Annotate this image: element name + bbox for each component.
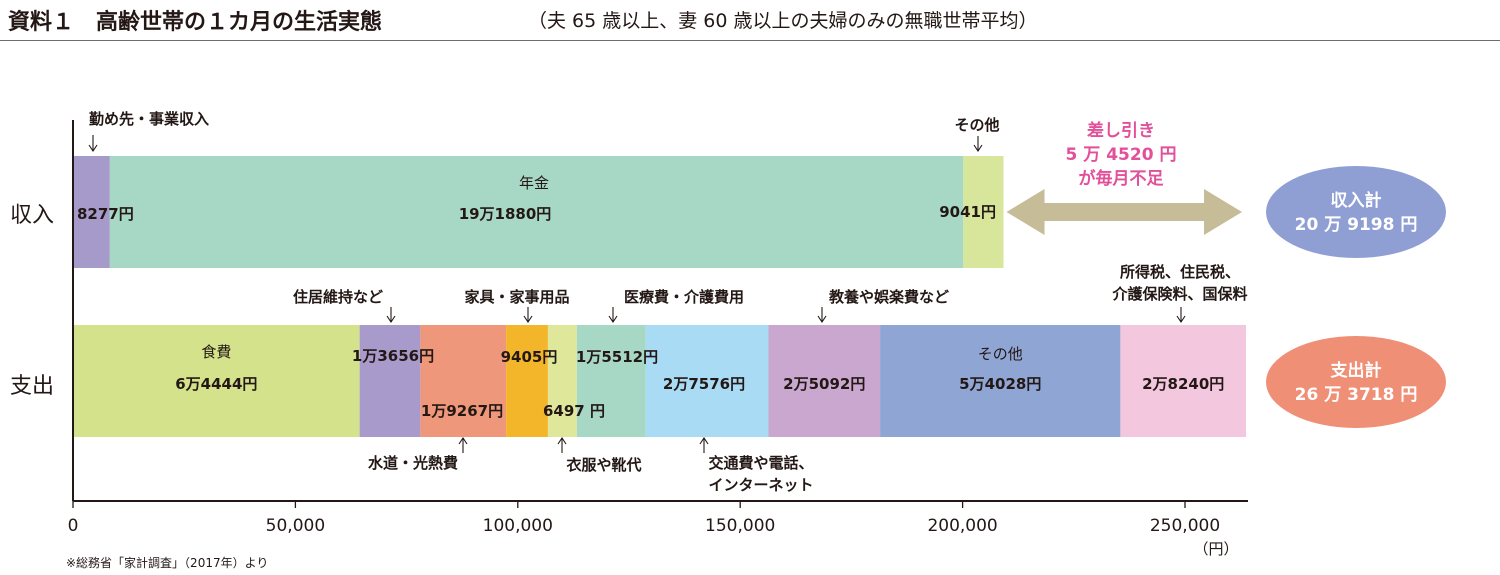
header-divider: [0, 40, 1500, 41]
expense-segment-name: 所得税、住民税、介護保険料、国保料: [1111, 263, 1247, 303]
pointer-head: [88, 144, 98, 152]
expense-segment-name: 住居維持など: [293, 288, 383, 306]
pointer-head: [557, 437, 567, 445]
pointer-head: [608, 315, 618, 323]
expense-segment-name: 交通費や電話、インターネット: [708, 454, 813, 494]
expense-value-label: 1万9267円: [421, 402, 503, 420]
income-bar-segment: [963, 156, 1004, 268]
page-title: 資料１ 高齢世帯の１カ月の生活実態: [8, 10, 383, 35]
x-tick-label: 200,000: [927, 516, 997, 536]
difference-double-arrow: [1006, 189, 1242, 235]
expense-segment-name: 教養や娯楽費など: [828, 288, 949, 306]
label-line: 所得税、住民税、: [1120, 263, 1240, 281]
income-pointer: [88, 135, 98, 152]
x-tick-label: 100,000: [483, 516, 553, 536]
difference-label: が毎月不足: [1079, 168, 1164, 189]
expense-segment-name: その他: [978, 345, 1023, 363]
difference-label: 5 万 4520 円: [1066, 145, 1177, 165]
x-axis-unit: （円）: [1193, 540, 1238, 558]
expense-bar-segment: [1120, 325, 1247, 437]
source-note: ※総務省「家計調査」（2017年）より: [66, 556, 269, 570]
expense-bar-segment: [768, 325, 881, 437]
expense-total-badge: [1266, 336, 1446, 428]
expense-segment-name: 食費: [201, 343, 231, 361]
difference-label: 差し引き: [1087, 120, 1155, 141]
expense-bar-segment: [645, 325, 769, 437]
expense-bar-segment: [420, 325, 507, 437]
expense-bar-segment: [506, 325, 548, 437]
category-label-income: 収入: [10, 203, 54, 228]
pointer-head: [458, 437, 468, 445]
income-bar-segment: [73, 156, 110, 268]
total-value: 26 万 3718 円: [1295, 385, 1418, 405]
x-tick-label: 0: [68, 516, 79, 536]
expense-bar-segment: [576, 325, 646, 437]
expense-segment-name: 水道・光熱費: [368, 454, 458, 472]
category-label-expense: 支出: [10, 374, 54, 399]
pointer-head: [973, 144, 983, 152]
income-bar-segment: [109, 156, 964, 268]
header: 資料１ 高齢世帯の１カ月の生活実態 （夫 65 歳以上、妻 60 歳以上の夫婦の…: [0, 0, 1500, 44]
expense-value-label: 5万4028円: [959, 375, 1041, 393]
expense-value-label: 6万4444円: [175, 375, 257, 393]
expense-value-label: 1万5512円: [576, 348, 658, 366]
income-segment-name: 勤め先・事業収入: [89, 110, 209, 128]
income-pointer: [973, 136, 983, 152]
expense-segment-name: 衣服や靴代: [566, 456, 641, 474]
expense-value-label: 6497 円: [543, 402, 605, 420]
expense-pointer: [699, 437, 709, 453]
expense-pointer: [608, 307, 618, 323]
pointer-head: [817, 315, 827, 323]
expense-value-label: 2万8240円: [1142, 375, 1224, 393]
expense-segment-name: 家具・家事用品: [464, 288, 569, 306]
expense-pointer: [1176, 307, 1186, 323]
expense-value-label: 1万3656円: [352, 347, 434, 365]
income-value-label: 19万1880円: [459, 205, 552, 223]
income-total-badge: [1266, 166, 1446, 258]
expense-pointer: [386, 307, 396, 323]
page-subtitle: （夫 65 歳以上、妻 60 歳以上の夫婦のみの無職世帯平均）: [528, 10, 1038, 32]
expense-value-label: 9405円: [501, 348, 558, 366]
income-segment-name: 年金: [519, 174, 549, 192]
income-value-label: 8277円: [77, 205, 134, 223]
pointer-head: [699, 437, 709, 445]
expense-bar-segment: [880, 325, 1121, 437]
income-segment-name: その他: [954, 116, 999, 134]
expense-value-label: 2万5092円: [783, 375, 865, 393]
expense-pointer: [817, 307, 827, 323]
x-tick-label: 50,000: [266, 516, 325, 536]
label-line: 交通費や電話、: [708, 454, 813, 472]
label-line: 介護保険料、国保料: [1111, 285, 1247, 303]
pointer-head: [523, 315, 533, 323]
expense-segment-name: 医療費・介護費用: [624, 288, 744, 306]
pointer-head: [1176, 315, 1186, 323]
income-value-label: 9041円: [939, 203, 996, 221]
expense-pointer: [458, 437, 468, 453]
expense-bar-segment: [359, 325, 421, 437]
x-tick-label: 250,000: [1150, 516, 1220, 536]
x-tick-label: 150,000: [705, 516, 775, 536]
expense-pointer: [557, 437, 567, 453]
pointer-head: [386, 315, 396, 323]
expense-value-label: 2万7576円: [663, 375, 745, 393]
total-title: 収入計: [1331, 190, 1382, 211]
label-line: インターネット: [708, 476, 813, 494]
expense-bar-segment: [547, 325, 577, 437]
expense-pointer: [523, 307, 533, 323]
expense-bar-segment: [73, 325, 360, 437]
total-title: 支出計: [1331, 360, 1382, 381]
total-value: 20 万 9198 円: [1295, 215, 1418, 235]
